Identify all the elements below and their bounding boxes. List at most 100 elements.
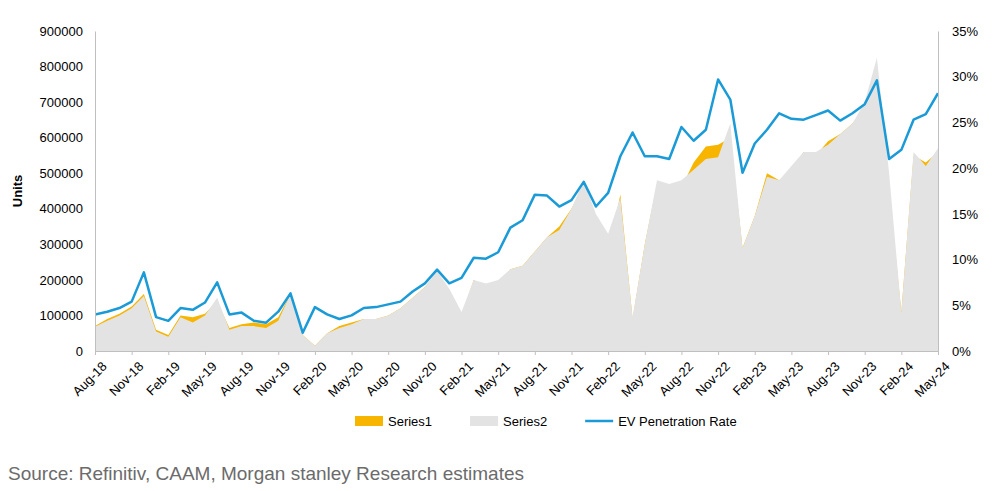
tick-label: 20%	[952, 161, 978, 176]
tick-label: 30%	[952, 69, 978, 84]
tick-label: 0%	[952, 344, 971, 359]
legend-label: EV Penetration Rate	[618, 414, 737, 429]
tick-label: Nov-19	[253, 359, 293, 399]
tick: 100000	[40, 308, 95, 323]
tick: 10%	[938, 252, 978, 267]
tick: Aug-22	[656, 351, 696, 399]
tick-mark	[645, 351, 646, 355]
tick: 900000	[40, 24, 95, 39]
tick: Aug-19	[216, 351, 256, 399]
tick-label: Aug-20	[363, 359, 403, 399]
tick-label: Aug-19	[216, 359, 256, 399]
tick-mark	[865, 351, 866, 355]
tick-label: Aug-18	[70, 359, 110, 399]
tick: Aug-18	[70, 351, 110, 399]
tick: 700000	[40, 95, 95, 110]
tick: Nov-18	[106, 351, 146, 399]
legend-item: EV Penetration Rate	[585, 414, 737, 429]
tick: Aug-21	[509, 351, 549, 399]
tick: 200000	[40, 273, 95, 288]
tick-mark	[828, 351, 829, 355]
tick-label: 35%	[952, 24, 978, 39]
tick: Aug-23	[803, 351, 843, 399]
tick-label: Nov-23	[839, 359, 879, 399]
tick-label: 200000	[40, 273, 83, 288]
tick-label: Feb-23	[730, 359, 770, 399]
chart: 0100000200000300000400000500000600000700…	[0, 0, 1007, 491]
tick-mark	[608, 351, 609, 355]
tick: 20%	[938, 161, 978, 176]
tick: 400000	[40, 201, 95, 216]
tick: 500000	[40, 166, 95, 181]
tick-mark	[388, 351, 389, 355]
tick-mark	[498, 351, 499, 355]
tick: Nov-21	[546, 351, 586, 399]
tick-label: 500000	[40, 166, 83, 181]
tick: Feb-23	[730, 351, 770, 398]
axis-line	[96, 352, 939, 356]
tick: May-19	[178, 351, 219, 400]
tick-label: Aug-21	[509, 359, 549, 399]
tick-label: Feb-22	[583, 359, 623, 399]
tick-label: 300000	[40, 237, 83, 252]
tick: May-22	[618, 351, 659, 400]
tick-mark	[718, 351, 719, 355]
tick: Feb-21	[437, 351, 477, 398]
tick-mark	[901, 351, 902, 355]
tick-label: Feb-19	[143, 359, 183, 399]
tick-label: 400000	[40, 201, 83, 216]
tick: 600000	[40, 130, 95, 145]
tick-label: Feb-20	[290, 359, 330, 399]
tick-label: 600000	[40, 130, 83, 145]
tick: 5%	[938, 298, 971, 313]
tick-label: May-23	[765, 359, 806, 400]
tick-mark	[132, 351, 133, 355]
tick-mark	[242, 351, 243, 355]
tick-mark	[352, 351, 353, 355]
tick: Nov-22	[693, 351, 733, 399]
tick: May-24	[912, 351, 953, 400]
y-axis: 0100000200000300000400000500000600000700…	[40, 24, 96, 359]
tick: 35%	[938, 24, 978, 39]
axis-title: Units	[10, 175, 25, 208]
y2-axis: 0% 5% 10% 15% 20% 25% 30% 35%	[938, 24, 978, 359]
axis-line	[938, 32, 939, 352]
tick-label: 5%	[952, 298, 971, 313]
area-series	[95, 58, 938, 351]
plot-area	[95, 58, 938, 351]
legend-item: Series1	[355, 414, 432, 429]
legend: Series1 Series2 EV Penetration Rate	[355, 414, 737, 429]
axis-line	[95, 32, 96, 352]
tick-label: May-24	[912, 359, 953, 400]
legend-swatch	[470, 416, 498, 426]
tick-label: Nov-21	[546, 359, 586, 399]
tick-mark	[168, 351, 169, 355]
tick: May-21	[472, 351, 513, 400]
tick: May-20	[325, 351, 366, 400]
tick-label: 100000	[40, 308, 83, 323]
tick: Feb-24	[876, 351, 916, 398]
tick-mark	[938, 351, 939, 355]
tick-label: 25%	[952, 115, 978, 130]
tick-mark	[462, 351, 463, 355]
tick-mark	[571, 351, 572, 355]
tick-mark	[205, 351, 206, 355]
legend-swatch	[585, 420, 613, 423]
legend-swatch	[355, 416, 383, 426]
tick: 15%	[938, 207, 978, 222]
tick-label: 900000	[40, 24, 83, 39]
tick: Feb-22	[583, 351, 623, 398]
tick-mark	[278, 351, 279, 355]
tick: Feb-19	[143, 351, 183, 398]
tick-label: May-19	[178, 359, 219, 400]
tick-label: Nov-22	[693, 359, 733, 399]
line-series	[95, 79, 938, 332]
legend-label: Series2	[503, 414, 547, 429]
tick: 25%	[938, 115, 978, 130]
tick: Nov-19	[253, 351, 293, 399]
tick-mark	[791, 351, 792, 355]
tick: 300000	[40, 237, 95, 252]
tick: Nov-20	[399, 351, 439, 399]
tick-label: 15%	[952, 207, 978, 222]
tick-label: 800000	[40, 59, 83, 74]
